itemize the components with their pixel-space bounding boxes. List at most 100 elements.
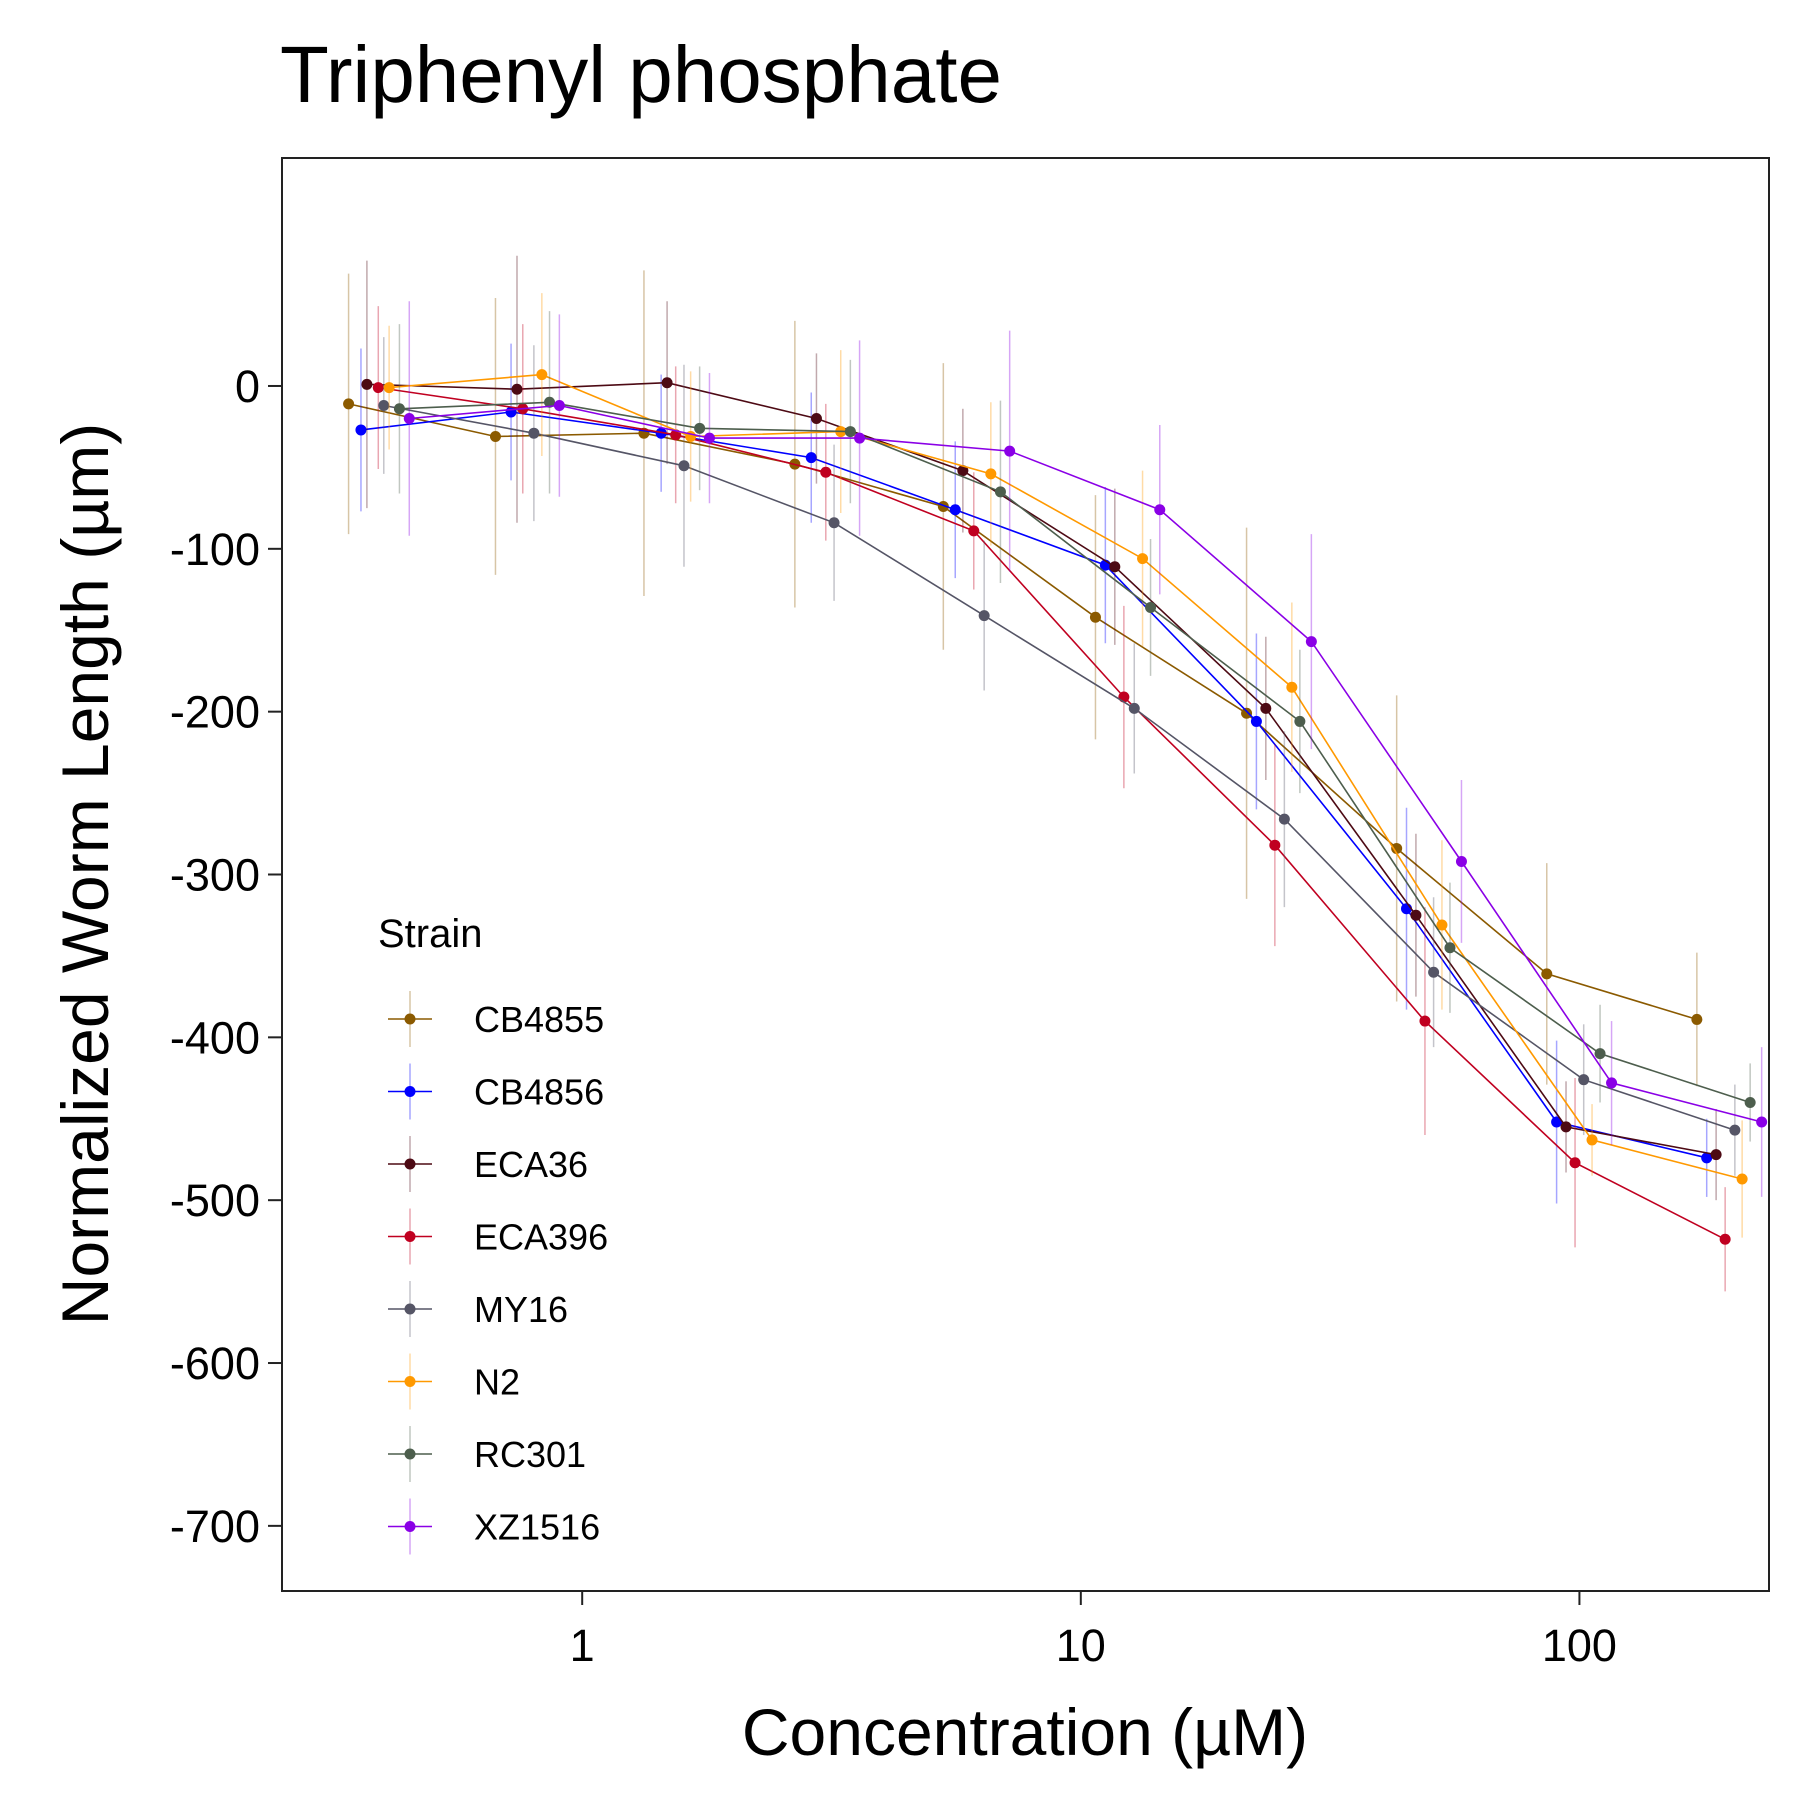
data-point bbox=[957, 465, 969, 477]
legend-item-rc301: RC301 bbox=[388, 1426, 586, 1482]
data-point bbox=[1241, 707, 1253, 719]
data-point bbox=[355, 424, 367, 436]
data-point bbox=[393, 403, 405, 415]
legend-label: CB4856 bbox=[474, 1072, 604, 1113]
series-line bbox=[366, 381, 1717, 1156]
series-eca396 bbox=[372, 306, 1731, 1292]
data-point bbox=[985, 468, 997, 480]
series-xz1516 bbox=[403, 301, 1768, 1197]
data-point bbox=[661, 377, 673, 389]
x-axis-title: Concentration (µM) bbox=[742, 1695, 1308, 1769]
data-point bbox=[361, 378, 373, 390]
data-point bbox=[1294, 715, 1306, 727]
data-point bbox=[1269, 839, 1281, 851]
y-tick-label: -100 bbox=[170, 524, 260, 575]
data-point bbox=[378, 400, 390, 412]
data-point bbox=[1719, 1233, 1731, 1245]
series-cb4856 bbox=[355, 343, 1713, 1204]
data-point bbox=[1701, 1152, 1713, 1164]
data-point bbox=[844, 426, 856, 438]
series-line bbox=[348, 403, 1698, 1021]
data-point bbox=[1391, 842, 1403, 854]
y-tick-label: -700 bbox=[170, 1501, 260, 1552]
legend-title: Strain bbox=[378, 912, 483, 956]
data-point bbox=[1736, 1173, 1748, 1185]
series-layer bbox=[343, 255, 1768, 1292]
legend-item-n2: N2 bbox=[388, 1353, 520, 1410]
data-point bbox=[1578, 1074, 1590, 1086]
data-point bbox=[1137, 553, 1149, 565]
data-point bbox=[694, 422, 706, 434]
data-point bbox=[1455, 855, 1467, 867]
data-point bbox=[1756, 1116, 1768, 1128]
series-line bbox=[360, 411, 1707, 1159]
data-point bbox=[828, 517, 840, 529]
data-point bbox=[1278, 813, 1290, 825]
y-tick-label: -500 bbox=[170, 1175, 260, 1226]
legend-point-key bbox=[404, 1086, 416, 1097]
data-point bbox=[1744, 1096, 1756, 1108]
series-line bbox=[383, 404, 1736, 1131]
data-point bbox=[1089, 611, 1101, 623]
data-point bbox=[1004, 445, 1016, 457]
x-axis: 1 10 100 bbox=[570, 1591, 1617, 1671]
data-point bbox=[1118, 691, 1130, 703]
data-point bbox=[820, 466, 832, 478]
legend-item-cb4855: CB4855 bbox=[388, 991, 604, 1047]
legend-point-key bbox=[404, 1158, 416, 1170]
data-point bbox=[994, 486, 1006, 498]
data-point bbox=[489, 430, 501, 442]
data-point bbox=[1154, 504, 1166, 516]
data-point bbox=[1260, 702, 1272, 714]
data-point bbox=[1428, 966, 1440, 978]
data-point bbox=[1710, 1149, 1722, 1161]
legend-label: N2 bbox=[474, 1362, 520, 1403]
series-eca36 bbox=[361, 255, 1722, 1201]
series-line bbox=[399, 401, 1751, 1104]
legend: Strain CB4855 CB4856 ECA36 ECA396 MY16 N2 RC30… bbox=[378, 912, 608, 1555]
data-point bbox=[1569, 1157, 1581, 1169]
series-rc301 bbox=[393, 311, 1756, 1142]
series-n2 bbox=[383, 293, 1748, 1238]
data-point bbox=[1436, 919, 1448, 931]
data-point bbox=[1541, 968, 1553, 980]
data-point bbox=[1729, 1124, 1741, 1136]
legend-point-key bbox=[404, 1231, 416, 1242]
data-point bbox=[1109, 561, 1121, 573]
data-point bbox=[1691, 1013, 1703, 1025]
series-line bbox=[409, 404, 1762, 1123]
data-point bbox=[511, 383, 523, 395]
data-point bbox=[810, 413, 822, 425]
y-tick-label: 0 bbox=[235, 361, 260, 412]
data-point bbox=[1444, 942, 1456, 954]
legend-point-key bbox=[404, 1013, 416, 1025]
data-point bbox=[978, 610, 990, 622]
data-point bbox=[1250, 715, 1262, 727]
legend-label: XZ1516 bbox=[474, 1507, 600, 1548]
legend-point-key bbox=[404, 1448, 416, 1460]
y-tick-label: -300 bbox=[170, 850, 260, 901]
data-point bbox=[854, 432, 866, 444]
data-point bbox=[403, 413, 415, 425]
x-tick-label: 1 bbox=[570, 1620, 595, 1671]
series-line bbox=[378, 386, 1726, 1241]
data-point bbox=[1551, 1116, 1563, 1128]
y-axis: 0 -100 -200 -300 -400 -500 -600 -700 bbox=[170, 361, 282, 1552]
data-point bbox=[372, 382, 384, 394]
legend-label: ECA396 bbox=[474, 1217, 608, 1258]
data-point bbox=[805, 452, 817, 464]
data-point bbox=[383, 382, 395, 394]
x-tick-label: 10 bbox=[1056, 1620, 1106, 1671]
legend-item-my16: MY16 bbox=[388, 1281, 568, 1337]
data-point bbox=[949, 504, 961, 516]
legend-point-key bbox=[404, 1303, 416, 1315]
data-point bbox=[553, 400, 565, 412]
chart-title: Triphenyl phosphate bbox=[280, 30, 1002, 119]
data-point bbox=[544, 396, 556, 408]
data-point bbox=[655, 427, 667, 439]
data-point bbox=[1594, 1048, 1606, 1060]
data-point bbox=[1305, 636, 1317, 648]
series-my16 bbox=[378, 337, 1741, 1176]
legend-label: RC301 bbox=[474, 1434, 586, 1475]
